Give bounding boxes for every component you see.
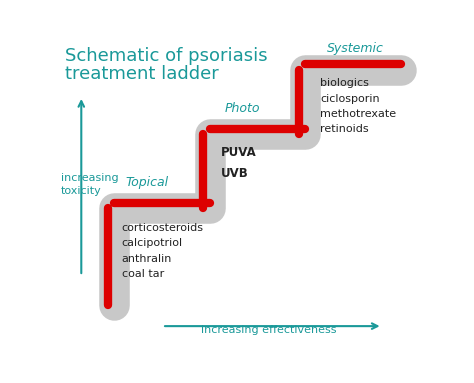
Text: corticosteroids: corticosteroids — [122, 223, 204, 233]
Text: calcipotriol: calcipotriol — [122, 238, 183, 248]
Text: increasing
toxicity: increasing toxicity — [61, 173, 118, 196]
Text: UVB: UVB — [221, 167, 249, 180]
Text: coal tar: coal tar — [122, 269, 164, 279]
Text: retinoids: retinoids — [320, 124, 369, 134]
Text: Topical: Topical — [125, 176, 168, 189]
Text: ciclosporin: ciclosporin — [320, 94, 380, 104]
Text: increasing effectiveness: increasing effectiveness — [201, 325, 337, 335]
Text: Schematic of psoriasis: Schematic of psoriasis — [65, 47, 267, 65]
Text: Systemic: Systemic — [328, 42, 384, 55]
Text: PUVA: PUVA — [221, 146, 256, 159]
Text: biologics: biologics — [320, 79, 369, 88]
Text: anthralin: anthralin — [122, 254, 172, 264]
Text: methotrexate: methotrexate — [320, 109, 396, 119]
Text: Photo: Photo — [225, 102, 260, 115]
Text: treatment ladder: treatment ladder — [65, 65, 219, 83]
